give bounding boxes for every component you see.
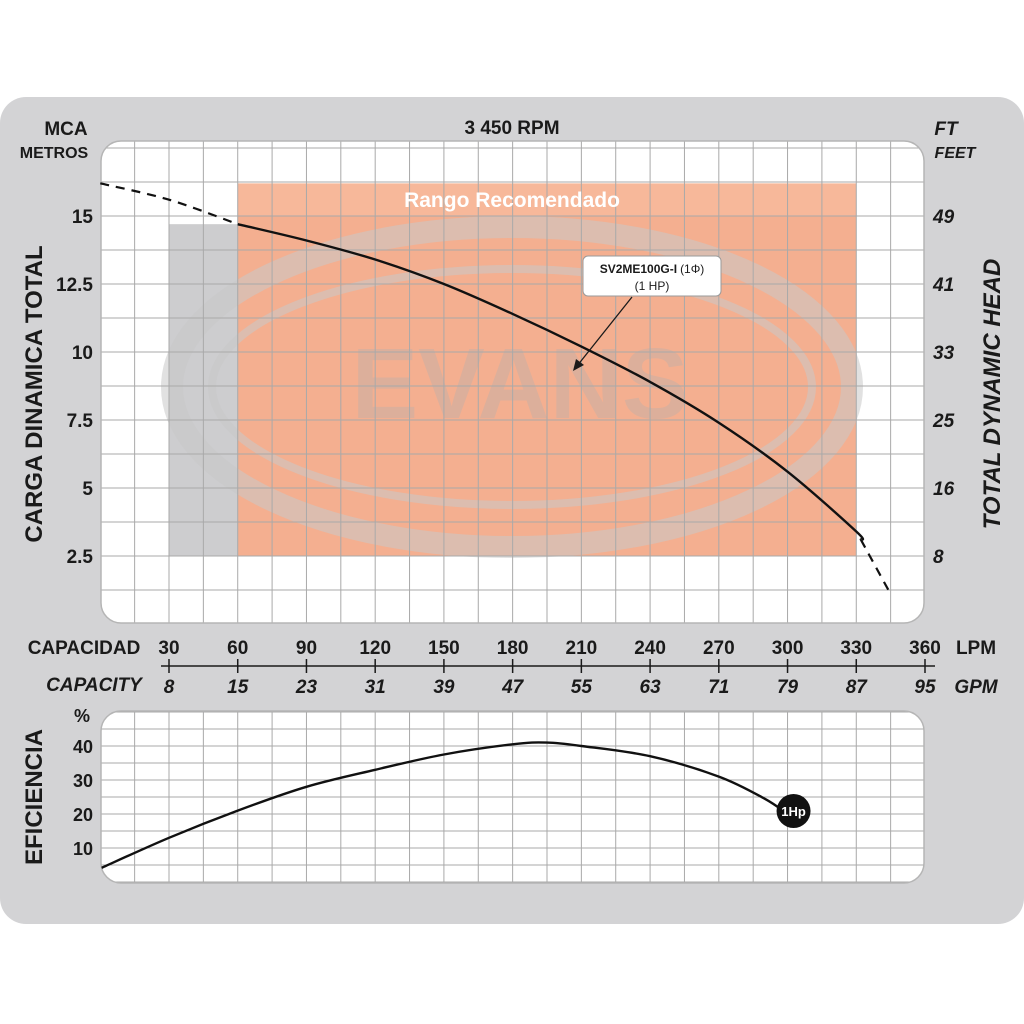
x-tick-label-lpm: 90 [296,638,317,659]
recommended-range-label: Rango Recomendado [404,189,620,212]
x-tick-label-gpm: 95 [914,677,936,698]
efficiency-axis-title: EFICIENCIA [21,729,48,865]
x-tick-label-lpm: 210 [566,638,598,659]
right-axis-unit-sub: FEET [935,145,977,162]
efficiency-curve [101,741,789,870]
x-tick-label-gpm: 87 [846,677,869,698]
series-power-label: (1 HP) [635,279,670,293]
x-tick-label-lpm: 180 [497,638,529,659]
head-curve-dashed-start [100,182,239,226]
end-marker-label: 1Hp [781,804,806,819]
series-name-label: SV2ME100G-I [600,262,677,276]
right-axis-unit: FT [934,119,959,140]
right-tick-label: 49 [932,207,955,228]
series-callout: SV2ME100G-I (1Φ) (1 HP) [573,255,722,371]
x-axis-unit-gpm: GPM [954,677,998,698]
x-axis-label-gpm: CAPACITY [46,675,144,696]
left-tick-label: 10 [72,343,93,364]
chart-title: 3 450 RPM [464,118,559,139]
efficiency-tick-label: 10 [73,839,93,859]
x-tick-label-gpm: 47 [501,677,525,698]
x-tick-label-lpm: 300 [772,638,804,659]
x-tick-label-gpm: 23 [295,677,318,698]
head-curve-dashed-end [859,539,892,595]
left-axis-unit: MCA [44,119,88,140]
x-tick-label-lpm: 270 [703,638,735,659]
x-tick-label-gpm: 31 [365,677,386,698]
x-tick-label-lpm: 240 [634,638,666,659]
x-axis-unit-lpm: LPM [956,638,996,659]
efficiency-unit: % [74,706,90,726]
x-tick-label-lpm: 30 [158,638,179,659]
svg-text:SV2ME100G-I(1Φ): SV2ME100G-I (1Φ) [600,262,705,276]
head-grid [101,141,924,623]
x-tick-label-gpm: 63 [640,677,662,698]
x-axis-label-lpm: CAPACIDAD [28,638,141,659]
left-axis-unit-sub: METROS [20,145,89,162]
left-tick-label: 7.5 [67,411,94,432]
end-marker: 1Hp [776,794,811,828]
efficiency-tick-label: 40 [73,737,93,757]
x-tick-label-gpm: 15 [227,677,249,698]
left-tick-label: 2.5 [67,547,94,568]
right-axis-title: TOTAL DYNAMIC HEAD [979,259,1006,530]
x-tick-label-lpm: 60 [227,638,248,659]
head-curve [237,222,865,541]
right-tick-label: 8 [933,547,944,568]
right-tick-label: 25 [932,411,955,432]
x-tick-label-gpm: 39 [433,677,455,698]
x-tick-label-lpm: 150 [428,638,460,659]
efficiency-tick-label: 20 [73,805,93,825]
left-tick-label: 15 [72,207,94,228]
x-tick-label-lpm: 120 [359,638,391,659]
x-tick-label-gpm: 55 [571,677,593,698]
left-tick-label: 12.5 [56,275,93,296]
series-phase-label: (1Φ) [680,262,704,276]
x-tick-label-gpm: 71 [708,677,729,698]
left-axis-title: CARGA DINAMICA TOTAL [21,245,48,542]
svg-text:EVANS: EVANS [351,328,688,440]
right-tick-label: 41 [932,275,954,296]
right-tick-label: 16 [933,479,955,500]
evans-watermark: EVANS [161,216,863,558]
x-tick-label-lpm: 330 [840,638,872,659]
x-tick-label-lpm: 360 [909,638,941,659]
x-tick-label-gpm: 8 [164,677,175,698]
left-tick-label: 5 [82,479,93,500]
right-tick-label: 33 [933,343,955,364]
x-tick-label-gpm: 79 [777,677,799,698]
efficiency-tick-label: 30 [73,771,93,791]
